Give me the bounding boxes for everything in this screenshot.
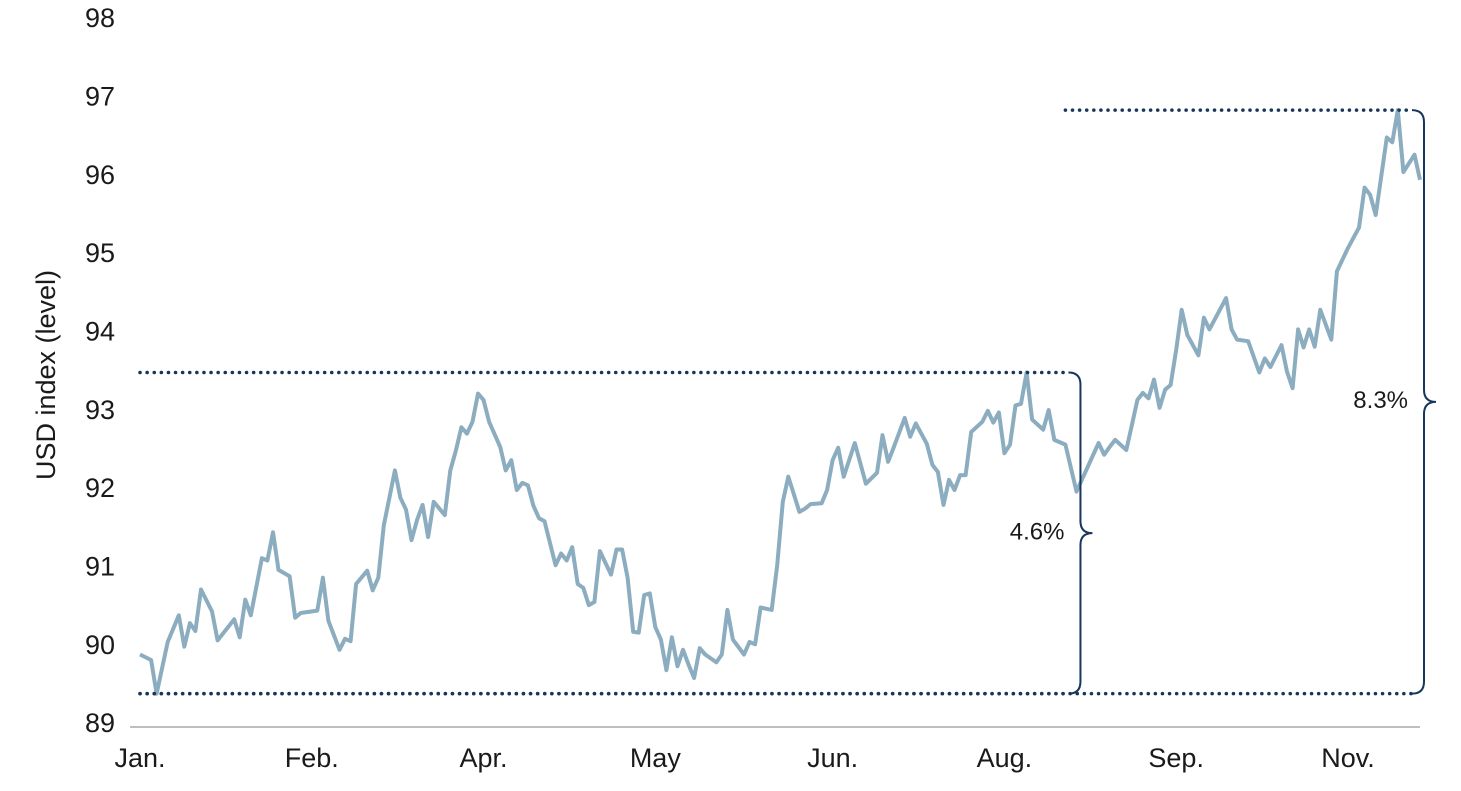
x-tick-label: Aug. (977, 743, 1033, 773)
line-series (139, 108, 1422, 696)
annotation-label: 4.6% (1010, 518, 1065, 545)
y-tick-label: 92 (85, 473, 115, 503)
y-tick-label: 93 (85, 395, 115, 425)
y-tick-label: 89 (85, 708, 115, 738)
brace (1411, 109, 1437, 695)
x-tick-label: May (630, 743, 682, 773)
x-tick-label: Feb. (285, 743, 339, 773)
x-tick-label: Jan. (114, 743, 165, 773)
y-axis-label: USD index (level) (31, 270, 61, 480)
y-tick-label: 90 (85, 630, 115, 660)
y-tick-label: 95 (85, 238, 115, 268)
y-tick-label: 98 (85, 3, 115, 33)
x-tick-label: Sep. (1148, 743, 1204, 773)
brace (1068, 371, 1093, 695)
y-tick-label: 96 (85, 160, 115, 190)
annotation-label: 8.3% (1353, 387, 1408, 414)
x-tick-label: Apr. (460, 743, 508, 773)
y-tick-label: 97 (85, 81, 115, 111)
x-tick-label: Jun. (807, 743, 858, 773)
x-tick-label: Nov. (1321, 743, 1375, 773)
y-tick-label: 94 (85, 316, 115, 346)
y-tick-label: 91 (85, 551, 115, 581)
